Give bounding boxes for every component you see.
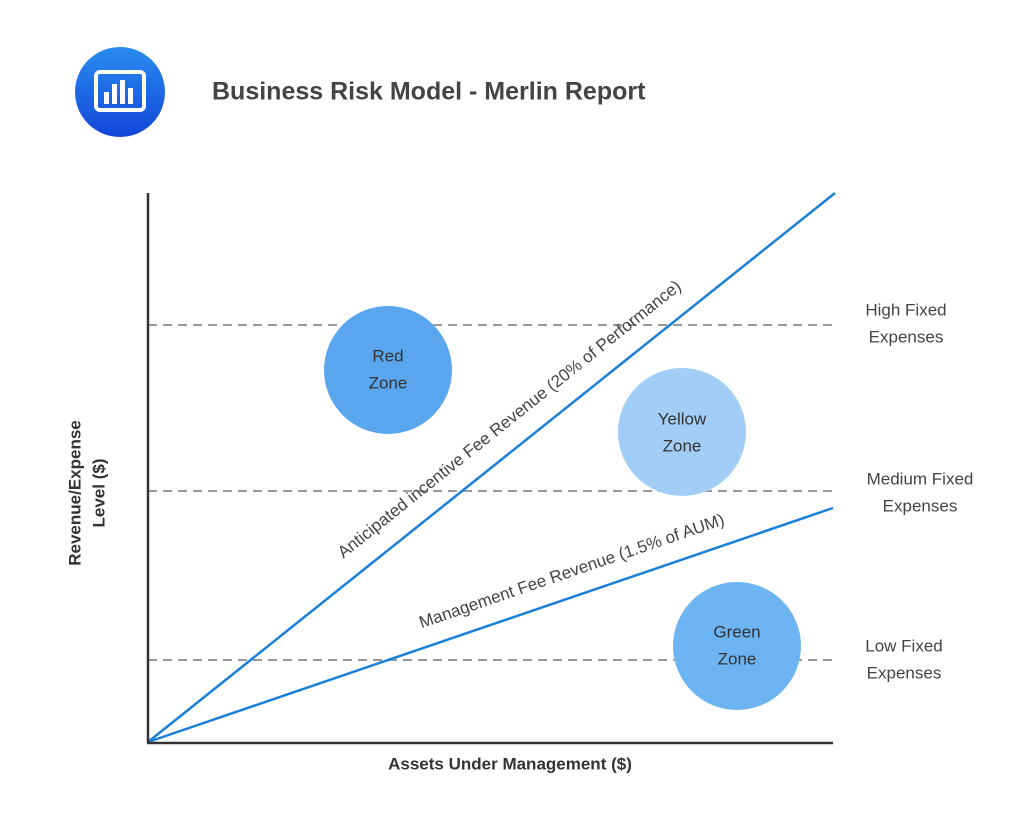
management-line: [147, 506, 834, 744]
level-label: Low Fixed: [865, 636, 942, 655]
yellow-zone: [618, 368, 746, 496]
zone-label: Zone: [718, 649, 757, 668]
x-axis-label: Assets Under Management ($): [388, 754, 632, 773]
zone-label: Green: [713, 622, 760, 641]
logo-icon: [75, 47, 165, 137]
level-label: High Fixed: [865, 300, 946, 319]
incentive-line: [147, 192, 836, 743]
line-label: Management Fee Revenue (1.5% of AUM): [417, 510, 727, 632]
red-zone: [324, 306, 452, 434]
title: Business Risk Model - Merlin Report: [212, 78, 646, 106]
level-label: Medium Fixed: [867, 469, 974, 488]
green-zone: [673, 582, 801, 710]
zone-label: Zone: [369, 373, 408, 392]
zone-label: Yellow: [658, 409, 707, 428]
zone-label: Red: [372, 346, 403, 365]
y-axis-label: Level ($): [89, 459, 108, 528]
level-label: Expenses: [869, 327, 944, 346]
zone-label: Zone: [663, 436, 702, 455]
level-label: Expenses: [883, 496, 958, 515]
y-axis-label: Revenue/Expense: [65, 420, 84, 566]
level-label: Expenses: [867, 663, 942, 682]
